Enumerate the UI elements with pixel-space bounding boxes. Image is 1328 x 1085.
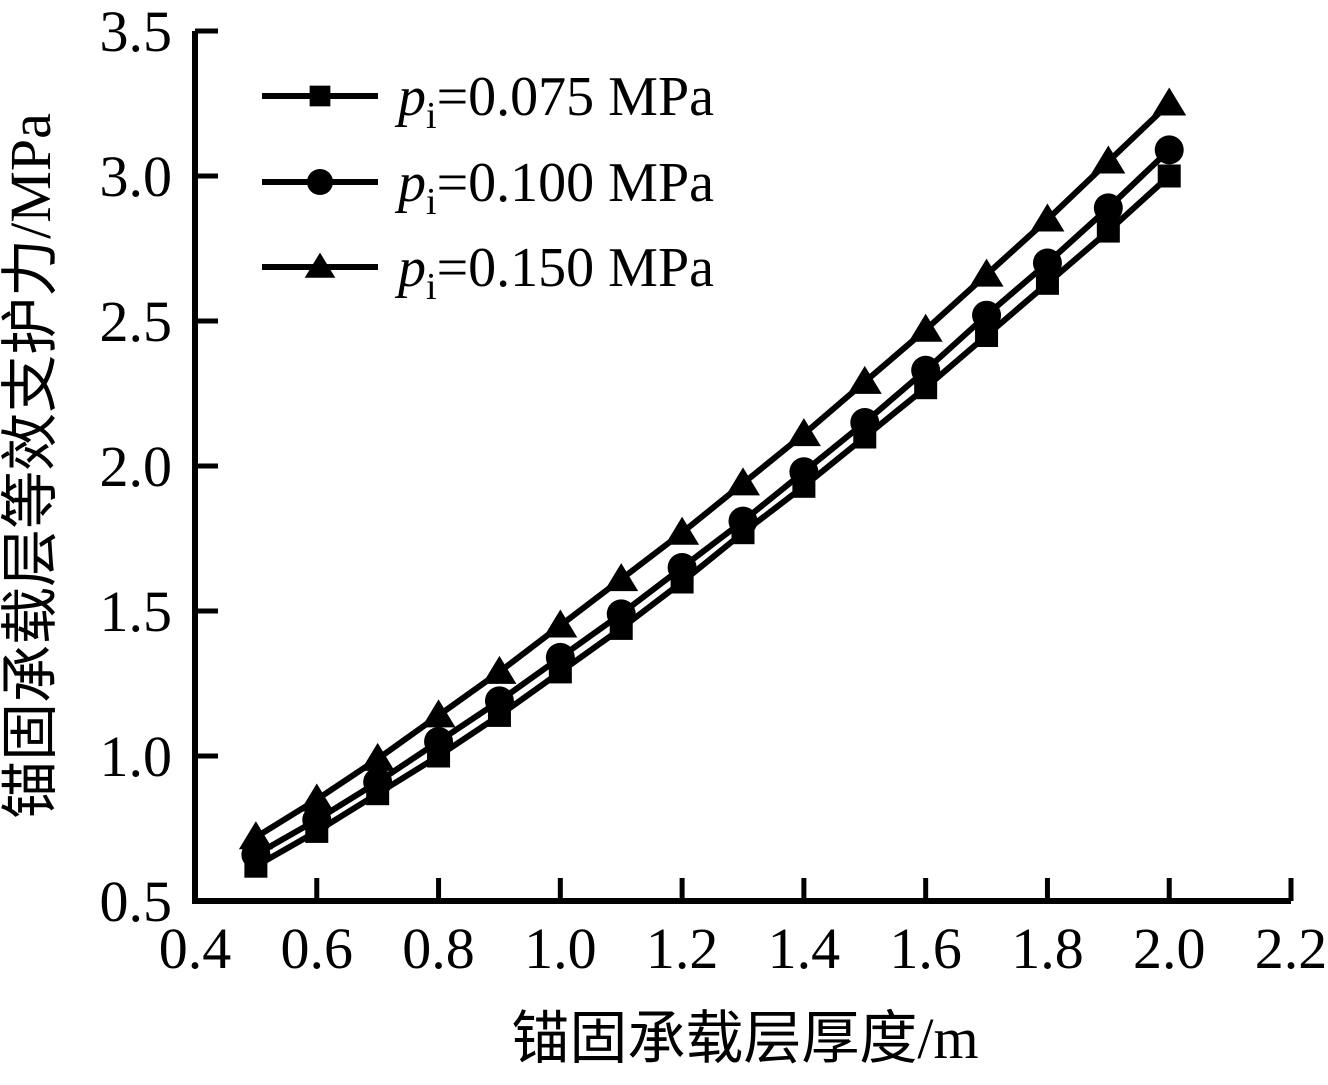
circle-marker <box>728 506 758 536</box>
axes: 0.4 0.6 0.8 1.0 1.2 1.4 1.6 1.8 2.0 2.2 0.5 1.0 1.5 2… <box>100 0 1328 981</box>
legend-entry: pi=0.100 MPa <box>262 152 714 223</box>
square-marker <box>1035 271 1059 295</box>
circle-marker <box>306 168 334 196</box>
y-tick-label: 1.5 <box>100 579 173 644</box>
legend-label: pi=0.150 MPa <box>394 237 714 308</box>
x-tick-label: 2.2 <box>1255 916 1328 981</box>
triangle-marker <box>908 313 943 342</box>
x-tick-label: 0.6 <box>281 916 354 981</box>
triangle-marker <box>786 418 821 447</box>
circle-marker <box>911 355 941 385</box>
triangle-marker <box>304 252 336 278</box>
y-tick-label: 2.0 <box>100 434 173 499</box>
triangle-marker <box>847 365 882 394</box>
triangle-marker <box>299 783 334 812</box>
y-tick-label: 2.5 <box>100 289 173 354</box>
circle-marker <box>1154 135 1184 165</box>
legend: pi=0.075 MPa pi=0.100 MPa pi=0.150 MPa <box>262 66 714 308</box>
series-line <box>254 101 1172 840</box>
circle-marker <box>545 642 575 672</box>
triangle-marker <box>604 563 639 592</box>
triangle-marker <box>726 467 760 496</box>
x-tick-label: 1.0 <box>524 916 597 981</box>
y-tick-label: 3.5 <box>100 0 173 64</box>
circle-marker <box>972 300 1002 330</box>
triangle-marker <box>482 655 517 684</box>
y-axis-title: 锚固承载层等效支护力/MPa <box>0 113 63 819</box>
circle-marker <box>424 727 454 756</box>
circle-marker <box>1032 248 1062 278</box>
x-tick-label: 0.8 <box>402 916 475 981</box>
legend-entry: pi=0.150 MPa <box>262 237 714 308</box>
x-tick-label: 1.4 <box>768 916 841 981</box>
legend-label: pi=0.100 MPa <box>394 152 714 223</box>
x-tick-label: 1.6 <box>889 916 962 981</box>
circle-marker <box>606 599 636 629</box>
series-line <box>254 173 1172 869</box>
triangle-marker <box>665 516 700 545</box>
triangle-marker <box>1091 145 1126 174</box>
triangle-marker <box>360 742 395 771</box>
square-marker <box>1096 219 1120 243</box>
y-tick-label: 0.5 <box>100 869 173 934</box>
square-marker <box>1157 164 1181 188</box>
series-triangle <box>238 87 1187 850</box>
circle-marker <box>363 767 393 797</box>
y-tick-label: 3.0 <box>100 144 173 209</box>
triangle-marker <box>238 821 273 850</box>
legend-label: pi=0.075 MPa <box>394 66 714 137</box>
circle-marker <box>1093 193 1123 223</box>
square-marker <box>309 85 331 107</box>
series-line <box>254 147 1172 858</box>
circle-marker <box>484 686 514 716</box>
triangle-marker <box>1030 203 1065 232</box>
x-axis-title: 锚固承载层厚度/m <box>511 1006 978 1071</box>
series-group <box>238 87 1187 878</box>
triangle-marker <box>543 609 578 638</box>
circle-marker <box>850 408 880 437</box>
triangle-marker <box>1152 87 1187 116</box>
circle-marker <box>302 805 332 835</box>
circle-marker <box>667 553 697 582</box>
x-tick-label: 1.8 <box>1011 916 1084 981</box>
y-tick-label: 1.0 <box>100 724 173 789</box>
x-tick-label: 0.4 <box>159 916 232 981</box>
triangle-marker <box>421 699 456 728</box>
triangle-marker <box>969 258 1004 287</box>
circle-marker <box>789 457 819 487</box>
legend-entry: pi=0.075 MPa <box>262 66 714 137</box>
x-tick-label: 2.0 <box>1133 916 1206 981</box>
x-tick-label: 1.2 <box>646 916 719 981</box>
square-marker <box>975 324 999 347</box>
